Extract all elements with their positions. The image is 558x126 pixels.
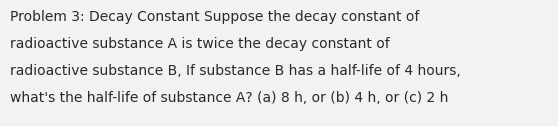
Text: radioactive substance B, If substance B has a half-life of 4 hours,: radioactive substance B, If substance B … — [10, 64, 461, 78]
Text: radioactive substance A is twice the decay constant of: radioactive substance A is twice the dec… — [10, 37, 389, 51]
Text: what's the half-life of substance A? (a) 8 h, or (b) 4 h, or (c) 2 h: what's the half-life of substance A? (a)… — [10, 91, 449, 105]
Text: Problem 3: Decay Constant Suppose the decay constant of: Problem 3: Decay Constant Suppose the de… — [10, 10, 420, 24]
